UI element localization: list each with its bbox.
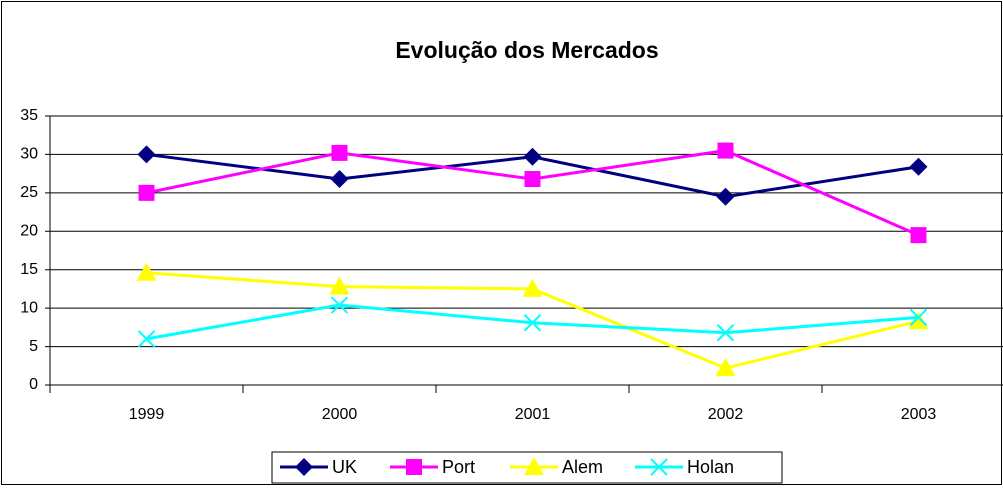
legend-label: UK (332, 457, 357, 477)
marker (716, 324, 735, 342)
y-tick-label: 0 (29, 376, 38, 393)
y-tick-label: 30 (20, 146, 38, 163)
marker (650, 458, 668, 476)
legend-label: Port (442, 457, 475, 477)
y-tick-label: 35 (20, 107, 38, 124)
marker (330, 296, 349, 314)
x-tick-label: 2001 (515, 406, 551, 423)
marker (138, 184, 155, 201)
marker (406, 459, 422, 475)
marker (136, 262, 157, 281)
marker (137, 330, 156, 348)
chart-title: Evolução dos Mercados (395, 37, 658, 63)
legend-label: Holan (687, 457, 734, 477)
y-tick-label: 5 (29, 338, 38, 355)
marker (137, 145, 156, 164)
marker (716, 187, 735, 206)
marker (331, 144, 348, 161)
x-tick-label: 2002 (708, 406, 744, 423)
marker (522, 278, 543, 297)
marker (717, 142, 734, 159)
marker (524, 457, 544, 475)
legend-label: Alem (562, 457, 603, 477)
legend: UK Port Alem Holan (271, 451, 783, 484)
marker (909, 157, 928, 176)
marker (908, 311, 929, 330)
y-tick-label: 15 (20, 261, 38, 278)
y-tick-label: 10 (20, 299, 38, 316)
marker (330, 170, 349, 189)
x-tick-label: 2003 (901, 406, 937, 423)
marker (524, 171, 541, 188)
marker (523, 147, 542, 166)
y-tick-label: 25 (20, 184, 38, 201)
marker (523, 314, 542, 332)
marker (910, 227, 927, 244)
x-tick-label: 1999 (129, 406, 165, 423)
y-tick-label: 20 (20, 223, 38, 240)
marker (329, 276, 350, 295)
marker (295, 458, 313, 476)
x-tick-label: 2000 (322, 406, 358, 423)
marker (715, 358, 736, 377)
marker (909, 308, 928, 327)
